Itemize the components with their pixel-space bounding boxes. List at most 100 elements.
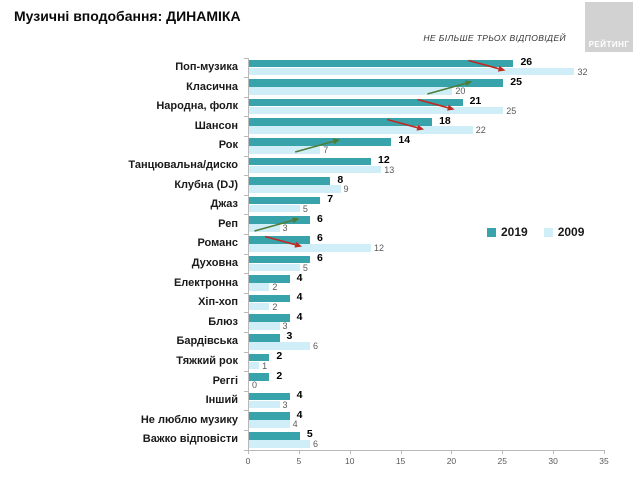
value-label-2019: 4 xyxy=(296,408,303,421)
y-tick xyxy=(244,233,248,235)
bar-2019 xyxy=(249,235,311,244)
value-label-2009: 2 xyxy=(272,301,278,312)
x-tick-label: 15 xyxy=(395,456,406,466)
y-tick xyxy=(244,351,248,353)
bar-2009 xyxy=(249,204,300,213)
rating-logo-text: РЕЙТИНГ xyxy=(588,40,630,49)
category-label: Поп-музика xyxy=(175,61,238,73)
x-tick xyxy=(451,451,453,454)
value-label-2019: 12 xyxy=(378,154,390,166)
y-tick xyxy=(244,429,248,431)
value-label-2019: 4 xyxy=(296,271,303,284)
x-tick-label: 10 xyxy=(344,456,355,466)
value-label-2009: 12 xyxy=(374,242,385,253)
bar-2009 xyxy=(249,145,321,154)
category-label: Народна, фолк xyxy=(156,100,238,113)
bar-2009 xyxy=(249,87,453,95)
value-label-2019: 4 xyxy=(296,291,303,304)
legend-label-2009: 2009 xyxy=(557,225,585,239)
bar-2019 xyxy=(249,353,270,362)
value-label-2019: 18 xyxy=(439,114,451,127)
category-labels: Поп-музика Класична Народна, фолк Шансон Рок… xyxy=(0,58,243,450)
value-label-2019: 2 xyxy=(276,369,283,382)
value-label-2019: 6 xyxy=(317,252,323,264)
legend-label-2019: 2019 xyxy=(501,225,528,239)
y-tick xyxy=(244,273,248,275)
category-label: Не люблю музику xyxy=(140,413,238,426)
value-label-2009: 25 xyxy=(506,105,517,116)
value-label-2019: 5 xyxy=(306,428,313,441)
x-tick-label: 0 xyxy=(245,456,251,466)
bar-2009 xyxy=(249,322,280,330)
bar-2009 xyxy=(249,126,473,134)
bar-2009 xyxy=(249,400,280,409)
value-label-2009: 2 xyxy=(272,282,278,293)
y-tick xyxy=(244,194,248,196)
chart-row: 26 32 xyxy=(249,56,605,78)
bar-2019 xyxy=(249,314,290,322)
bar-2019 xyxy=(249,98,463,107)
bar-2009 xyxy=(249,243,372,252)
page-title: Музичні вподобання: ДИНАМІКА xyxy=(14,8,241,24)
value-label-2019: 26 xyxy=(520,56,533,68)
value-label-2009: 4 xyxy=(292,419,298,430)
max-answers-note: НЕ БІЛЬШЕ ТРЬОХ ВІДПОВІДЕЙ xyxy=(423,33,566,43)
bar-2009 xyxy=(249,341,311,350)
legend-swatch-2019 xyxy=(487,227,496,237)
value-label-2009: 1 xyxy=(262,360,268,371)
x-tick-label: 5 xyxy=(296,456,302,466)
chart-row: 14 7 xyxy=(249,135,605,156)
value-label-2009: 0 xyxy=(252,380,258,391)
value-label-2009: 5 xyxy=(302,262,308,273)
value-label-2009: 7 xyxy=(323,144,329,155)
value-label-2019: 7 xyxy=(327,193,334,206)
x-tick-label: 25 xyxy=(497,456,508,466)
y-tick xyxy=(244,331,248,333)
legend: 2019 2009 xyxy=(487,225,600,239)
y-tick xyxy=(244,449,248,451)
category-label: Інший xyxy=(205,394,238,407)
x-tick xyxy=(400,451,402,454)
bar-2009 xyxy=(249,67,575,76)
bar-2019 xyxy=(249,431,300,440)
bar-2019 xyxy=(249,294,290,303)
bar-2019 xyxy=(249,137,392,146)
value-label-2019: 6 xyxy=(317,212,323,225)
y-tick xyxy=(244,135,248,137)
bar-2009 xyxy=(249,302,270,311)
bar-2019 xyxy=(249,59,514,68)
bar-2009 xyxy=(249,106,504,115)
value-label-2009: 9 xyxy=(343,184,349,195)
y-tick xyxy=(244,155,248,157)
rating-logo: РЕЙТИНГ xyxy=(585,2,633,52)
value-label-2019: 25 xyxy=(510,75,522,88)
value-label-2009: 22 xyxy=(475,125,486,136)
category-label: Рок xyxy=(218,139,238,152)
value-label-2009: 6 xyxy=(313,438,319,449)
y-tick xyxy=(244,96,248,98)
y-tick xyxy=(244,175,248,177)
bar-2009 xyxy=(249,283,270,291)
bar-2009 xyxy=(249,361,260,370)
value-label-2019: 3 xyxy=(286,330,293,343)
value-label-2009: 3 xyxy=(282,399,288,410)
category-label: Електронна xyxy=(173,276,238,289)
x-tick xyxy=(298,451,300,454)
y-tick xyxy=(244,292,248,294)
chart-row: 25 20 xyxy=(249,75,605,98)
value-label-2009: 20 xyxy=(455,86,466,97)
bar-2019 xyxy=(249,196,321,205)
category-label: Клубна (DJ) xyxy=(174,178,238,191)
bar-2019 xyxy=(249,79,504,87)
plot-area: 26 32 25 20 21 25 18 22 14 7 12 13 8 9 7 5 6 3 6 12 6 5 4 2 4 2 4 3… xyxy=(244,56,605,451)
x-tick-label: 35 xyxy=(599,456,609,466)
